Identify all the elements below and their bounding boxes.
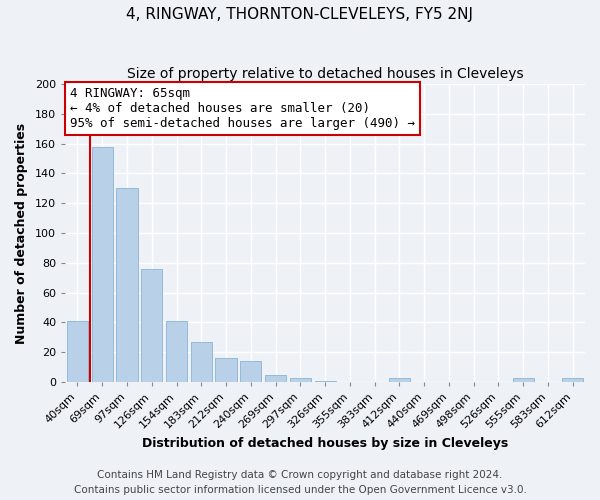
Bar (67, 321, 88, 382)
Bar (240, 361, 261, 382)
Bar (562, 378, 583, 382)
Bar (215, 358, 236, 382)
X-axis label: Distribution of detached houses by size in Cleveleys: Distribution of detached houses by size … (142, 437, 508, 450)
Bar (191, 342, 212, 382)
Bar (389, 378, 410, 382)
Text: 4 RINGWAY: 65sqm
← 4% of detached houses are smaller (20)
95% of semi-detached h: 4 RINGWAY: 65sqm ← 4% of detached houses… (70, 87, 415, 130)
Bar (116, 188, 137, 382)
Bar (166, 321, 187, 382)
Bar (265, 374, 286, 382)
Bar (512, 378, 533, 382)
Bar (290, 378, 311, 382)
Bar (314, 380, 335, 382)
Y-axis label: Number of detached properties: Number of detached properties (15, 122, 28, 344)
Text: 4, RINGWAY, THORNTON-CLEVELEYS, FY5 2NJ: 4, RINGWAY, THORNTON-CLEVELEYS, FY5 2NJ (127, 8, 473, 22)
Bar (92, 146, 113, 382)
Bar (141, 269, 162, 382)
Text: Contains HM Land Registry data © Crown copyright and database right 2024.
Contai: Contains HM Land Registry data © Crown c… (74, 470, 526, 495)
Title: Size of property relative to detached houses in Cleveleys: Size of property relative to detached ho… (127, 68, 523, 82)
